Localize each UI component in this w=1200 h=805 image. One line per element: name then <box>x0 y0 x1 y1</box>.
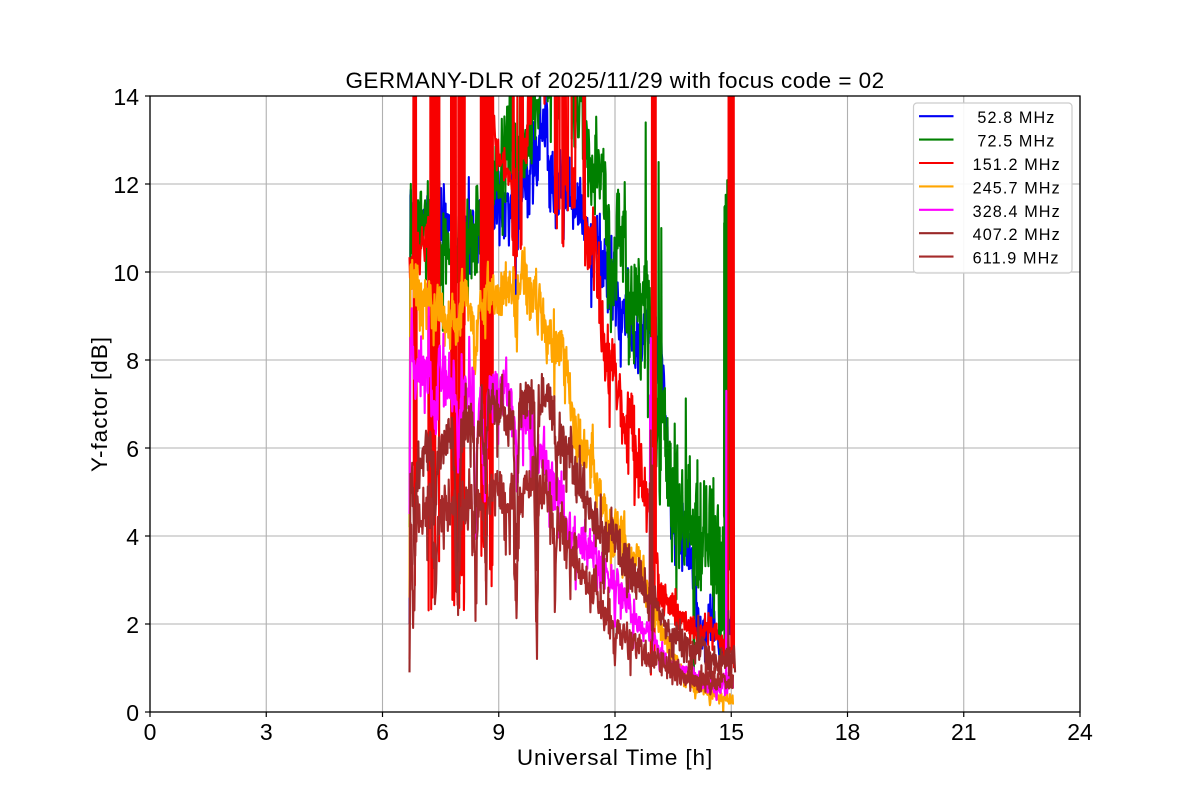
svg-text:0: 0 <box>144 719 157 745</box>
svg-text:407.2 MHz: 407.2 MHz <box>973 226 1061 244</box>
svg-text:328.4 MHz: 328.4 MHz <box>973 203 1061 221</box>
svg-text:245.7 MHz: 245.7 MHz <box>973 179 1061 197</box>
svg-text:18: 18 <box>835 719 861 745</box>
svg-text:4: 4 <box>126 524 139 550</box>
svg-text:15: 15 <box>718 719 744 745</box>
svg-text:0: 0 <box>126 700 139 726</box>
svg-text:611.9 MHz: 611.9 MHz <box>973 250 1060 268</box>
svg-text:151.2 MHz: 151.2 MHz <box>973 156 1061 174</box>
svg-text:8: 8 <box>126 348 139 374</box>
svg-text:24: 24 <box>1067 719 1093 745</box>
svg-text:14: 14 <box>113 84 139 110</box>
svg-text:72.5 MHz: 72.5 MHz <box>977 133 1055 151</box>
svg-text:12: 12 <box>113 172 139 198</box>
svg-text:52.8 MHz: 52.8 MHz <box>977 109 1055 127</box>
svg-text:6: 6 <box>126 436 139 462</box>
svg-text:Universal Time [h]: Universal Time [h] <box>517 745 713 770</box>
svg-text:9: 9 <box>492 719 505 745</box>
svg-text:12: 12 <box>602 719 628 745</box>
svg-text:2: 2 <box>126 612 139 638</box>
svg-text:21: 21 <box>951 719 977 745</box>
svg-text:Y-factor [dB]: Y-factor [dB] <box>87 336 112 472</box>
svg-text:GERMANY-DLR of 2025/11/29 with: GERMANY-DLR of 2025/11/29 with focus cod… <box>345 68 884 93</box>
svg-text:10: 10 <box>113 260 139 286</box>
svg-text:6: 6 <box>376 719 389 745</box>
svg-text:3: 3 <box>260 719 273 745</box>
